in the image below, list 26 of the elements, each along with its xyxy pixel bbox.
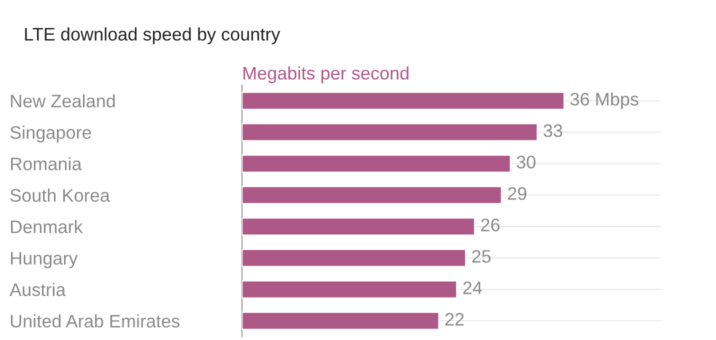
data-label: 36 Mbps (570, 92, 638, 110)
y-tick-label: Denmark (11, 220, 83, 234)
y-tick-label: Singapore (10, 126, 92, 142)
bar (242, 122, 538, 142)
bar (242, 186, 502, 204)
data-label: 22 (445, 312, 464, 326)
x-axis-title: Megabits per second (243, 66, 408, 84)
bar (242, 248, 466, 268)
bar (242, 91, 565, 110)
bar (242, 311, 440, 330)
bar (242, 280, 458, 299)
data-label: 26 (481, 218, 500, 232)
y-tick-label: Romania (11, 157, 82, 170)
bar (242, 217, 476, 236)
y-tick-label: Hungary (11, 252, 78, 268)
data-label: 30 (516, 156, 536, 168)
bar (242, 154, 512, 173)
y-tick-label: Austria (10, 282, 66, 296)
y-tick-label: New Zealand (11, 94, 115, 108)
data-label: 25 (472, 250, 491, 263)
y-tick-label: United Arab Emirates (10, 314, 180, 328)
data-label: 24 (463, 281, 482, 294)
y-tick-label: South Korea (10, 188, 110, 202)
data-label: 29 (508, 187, 526, 200)
chart-title: LTE download speed by country (25, 27, 280, 44)
data-label: 33 (544, 124, 562, 138)
